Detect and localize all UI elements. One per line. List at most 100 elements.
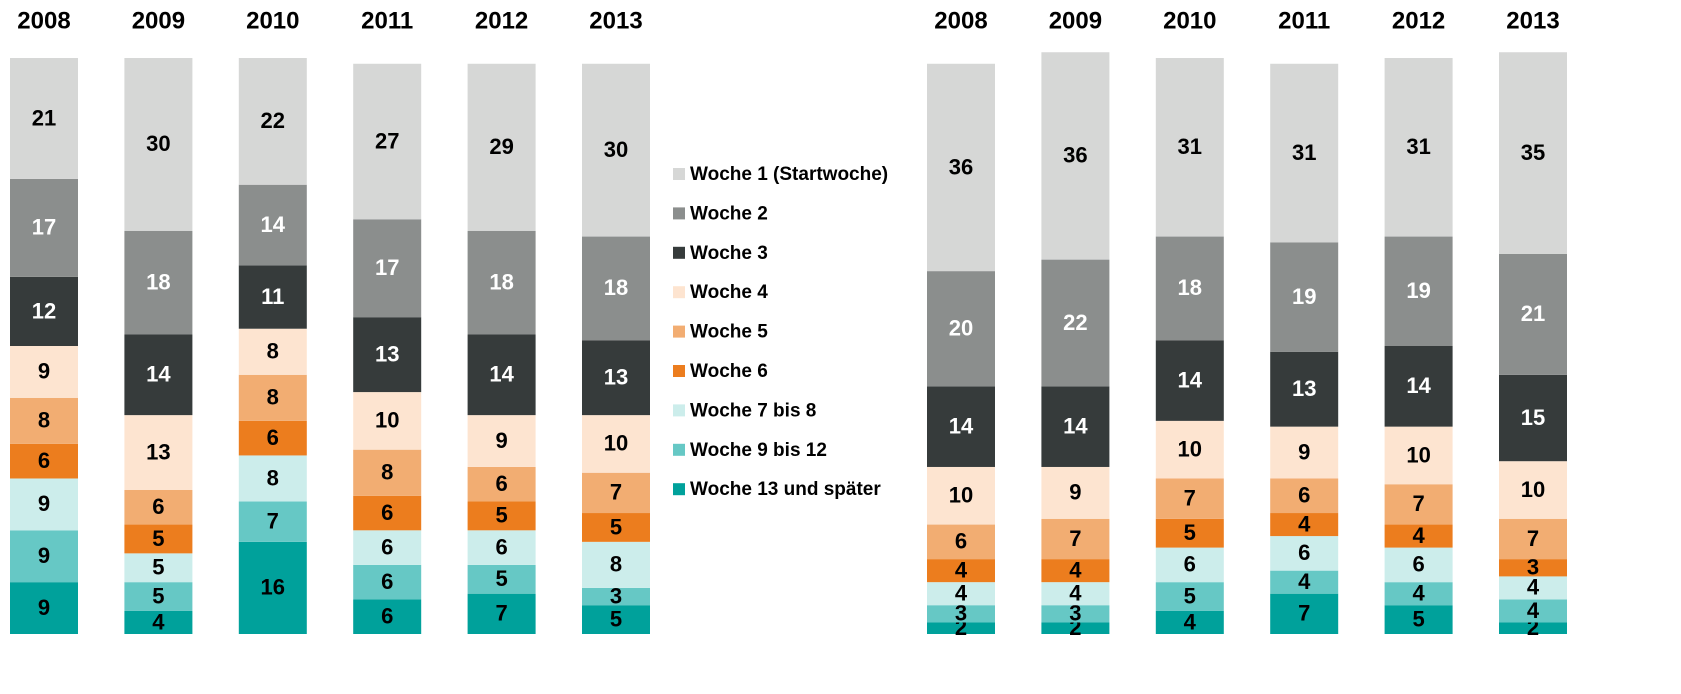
bar-segment: [582, 415, 650, 473]
data-label: 13: [1292, 376, 1316, 401]
bar-segment: [353, 392, 422, 450]
bar-segment: [353, 317, 422, 393]
data-label: 22: [261, 108, 285, 133]
data-label: 14: [489, 362, 514, 387]
bar-segment: [1270, 513, 1339, 537]
data-label: 4: [955, 580, 968, 605]
bar-segment: [1499, 518, 1567, 560]
legend-swatch: [673, 404, 685, 417]
data-label: 14: [146, 362, 171, 387]
bar-segment: [467, 564, 536, 594]
data-label: 8: [610, 552, 622, 577]
bar-segment: [124, 610, 193, 634]
legend-swatch: [673, 286, 685, 299]
data-label: 5: [495, 503, 507, 528]
data-label: 4: [1069, 580, 1082, 605]
bar-segment: [467, 415, 536, 467]
data-label: 6: [38, 448, 50, 473]
data-label: 19: [1406, 278, 1430, 303]
data-label: 6: [1184, 552, 1196, 577]
bar-segment: [927, 622, 995, 634]
bar-segment: [467, 501, 536, 531]
bar-segment: [124, 582, 193, 611]
x-tick-label: 2011: [361, 7, 413, 34]
data-label: 9: [38, 359, 50, 384]
legend-label: Woche 7 bis 8: [690, 400, 816, 421]
x-tick-label: 2008: [17, 7, 70, 34]
data-label: 8: [38, 408, 50, 433]
data-label: 19: [1292, 284, 1316, 309]
bar-segment: [1041, 518, 1110, 560]
legend-swatch: [673, 365, 685, 377]
data-label: 10: [1521, 477, 1545, 502]
data-label: 6: [267, 425, 279, 450]
data-label: 5: [152, 555, 164, 580]
data-label: 21: [1521, 301, 1545, 326]
data-label: 7: [1527, 526, 1539, 551]
bar-segment: [467, 593, 536, 634]
bar-segment: [582, 340, 650, 416]
x-tick-label: 2012: [475, 7, 528, 34]
data-label: 13: [604, 364, 628, 389]
data-label: 9: [495, 428, 507, 453]
bar-segment: [1270, 351, 1339, 427]
bar-segment: [10, 276, 78, 346]
data-label: 14: [1406, 373, 1431, 398]
bar-segment: [1041, 259, 1110, 387]
bar-segment: [353, 599, 422, 634]
bar-segment: [124, 334, 193, 416]
x-tick-label: 2010: [246, 7, 299, 34]
bar-segment: [927, 466, 995, 525]
bar-segment: [124, 490, 193, 525]
bar-segment: [1499, 52, 1567, 254]
data-label: 6: [381, 500, 393, 525]
bar-segment: [10, 58, 78, 179]
data-label: 5: [495, 566, 507, 591]
bar-segment: [238, 455, 307, 502]
data-label: 7: [610, 480, 622, 505]
bar-segment: [1270, 242, 1339, 352]
bar-segment: [1155, 582, 1224, 611]
bar-segment: [927, 524, 995, 560]
bar-segment: [1270, 536, 1339, 571]
data-label: 7: [495, 601, 507, 626]
bar-segment: [1155, 420, 1224, 479]
bar-segment: [1270, 63, 1339, 243]
x-tick-label: 2010: [1163, 7, 1216, 34]
bar-segment: [10, 478, 78, 531]
bar-segment: [1499, 622, 1567, 634]
data-label: 9: [1298, 439, 1310, 464]
legend-label: Woche 4: [690, 282, 768, 303]
legend-label: Woche 6: [690, 361, 768, 382]
bar-segment: [353, 63, 422, 220]
bar-segment: [927, 582, 995, 606]
bar-segment: [927, 386, 995, 467]
data-label: 18: [1178, 275, 1202, 300]
bar-segment: [10, 582, 78, 634]
bar-segment: [238, 328, 307, 375]
data-label: 6: [381, 569, 393, 594]
bar-segment: [582, 63, 650, 237]
bar-segment: [353, 530, 422, 565]
data-label: 3: [955, 601, 967, 626]
bar-segment: [353, 219, 422, 318]
data-label: 3: [1527, 555, 1539, 580]
data-label: 6: [955, 529, 967, 554]
bar-segment: [1155, 58, 1224, 237]
data-label: 6: [1298, 540, 1310, 565]
bar-segment: [582, 587, 650, 606]
bar-segment: [1499, 599, 1567, 623]
data-label: 9: [38, 491, 50, 516]
bar-segment: [238, 374, 307, 421]
bar-segment: [582, 472, 650, 514]
data-label: 31: [1292, 140, 1316, 165]
bar-segment: [1384, 605, 1453, 634]
bar-segment: [238, 420, 307, 456]
data-label: 18: [146, 269, 170, 294]
bar-segment: [1155, 236, 1224, 341]
bar-segment: [1384, 346, 1453, 427]
bar-segment: [1041, 386, 1110, 467]
bar-segment: [1041, 52, 1110, 260]
data-label: 4: [152, 609, 165, 634]
